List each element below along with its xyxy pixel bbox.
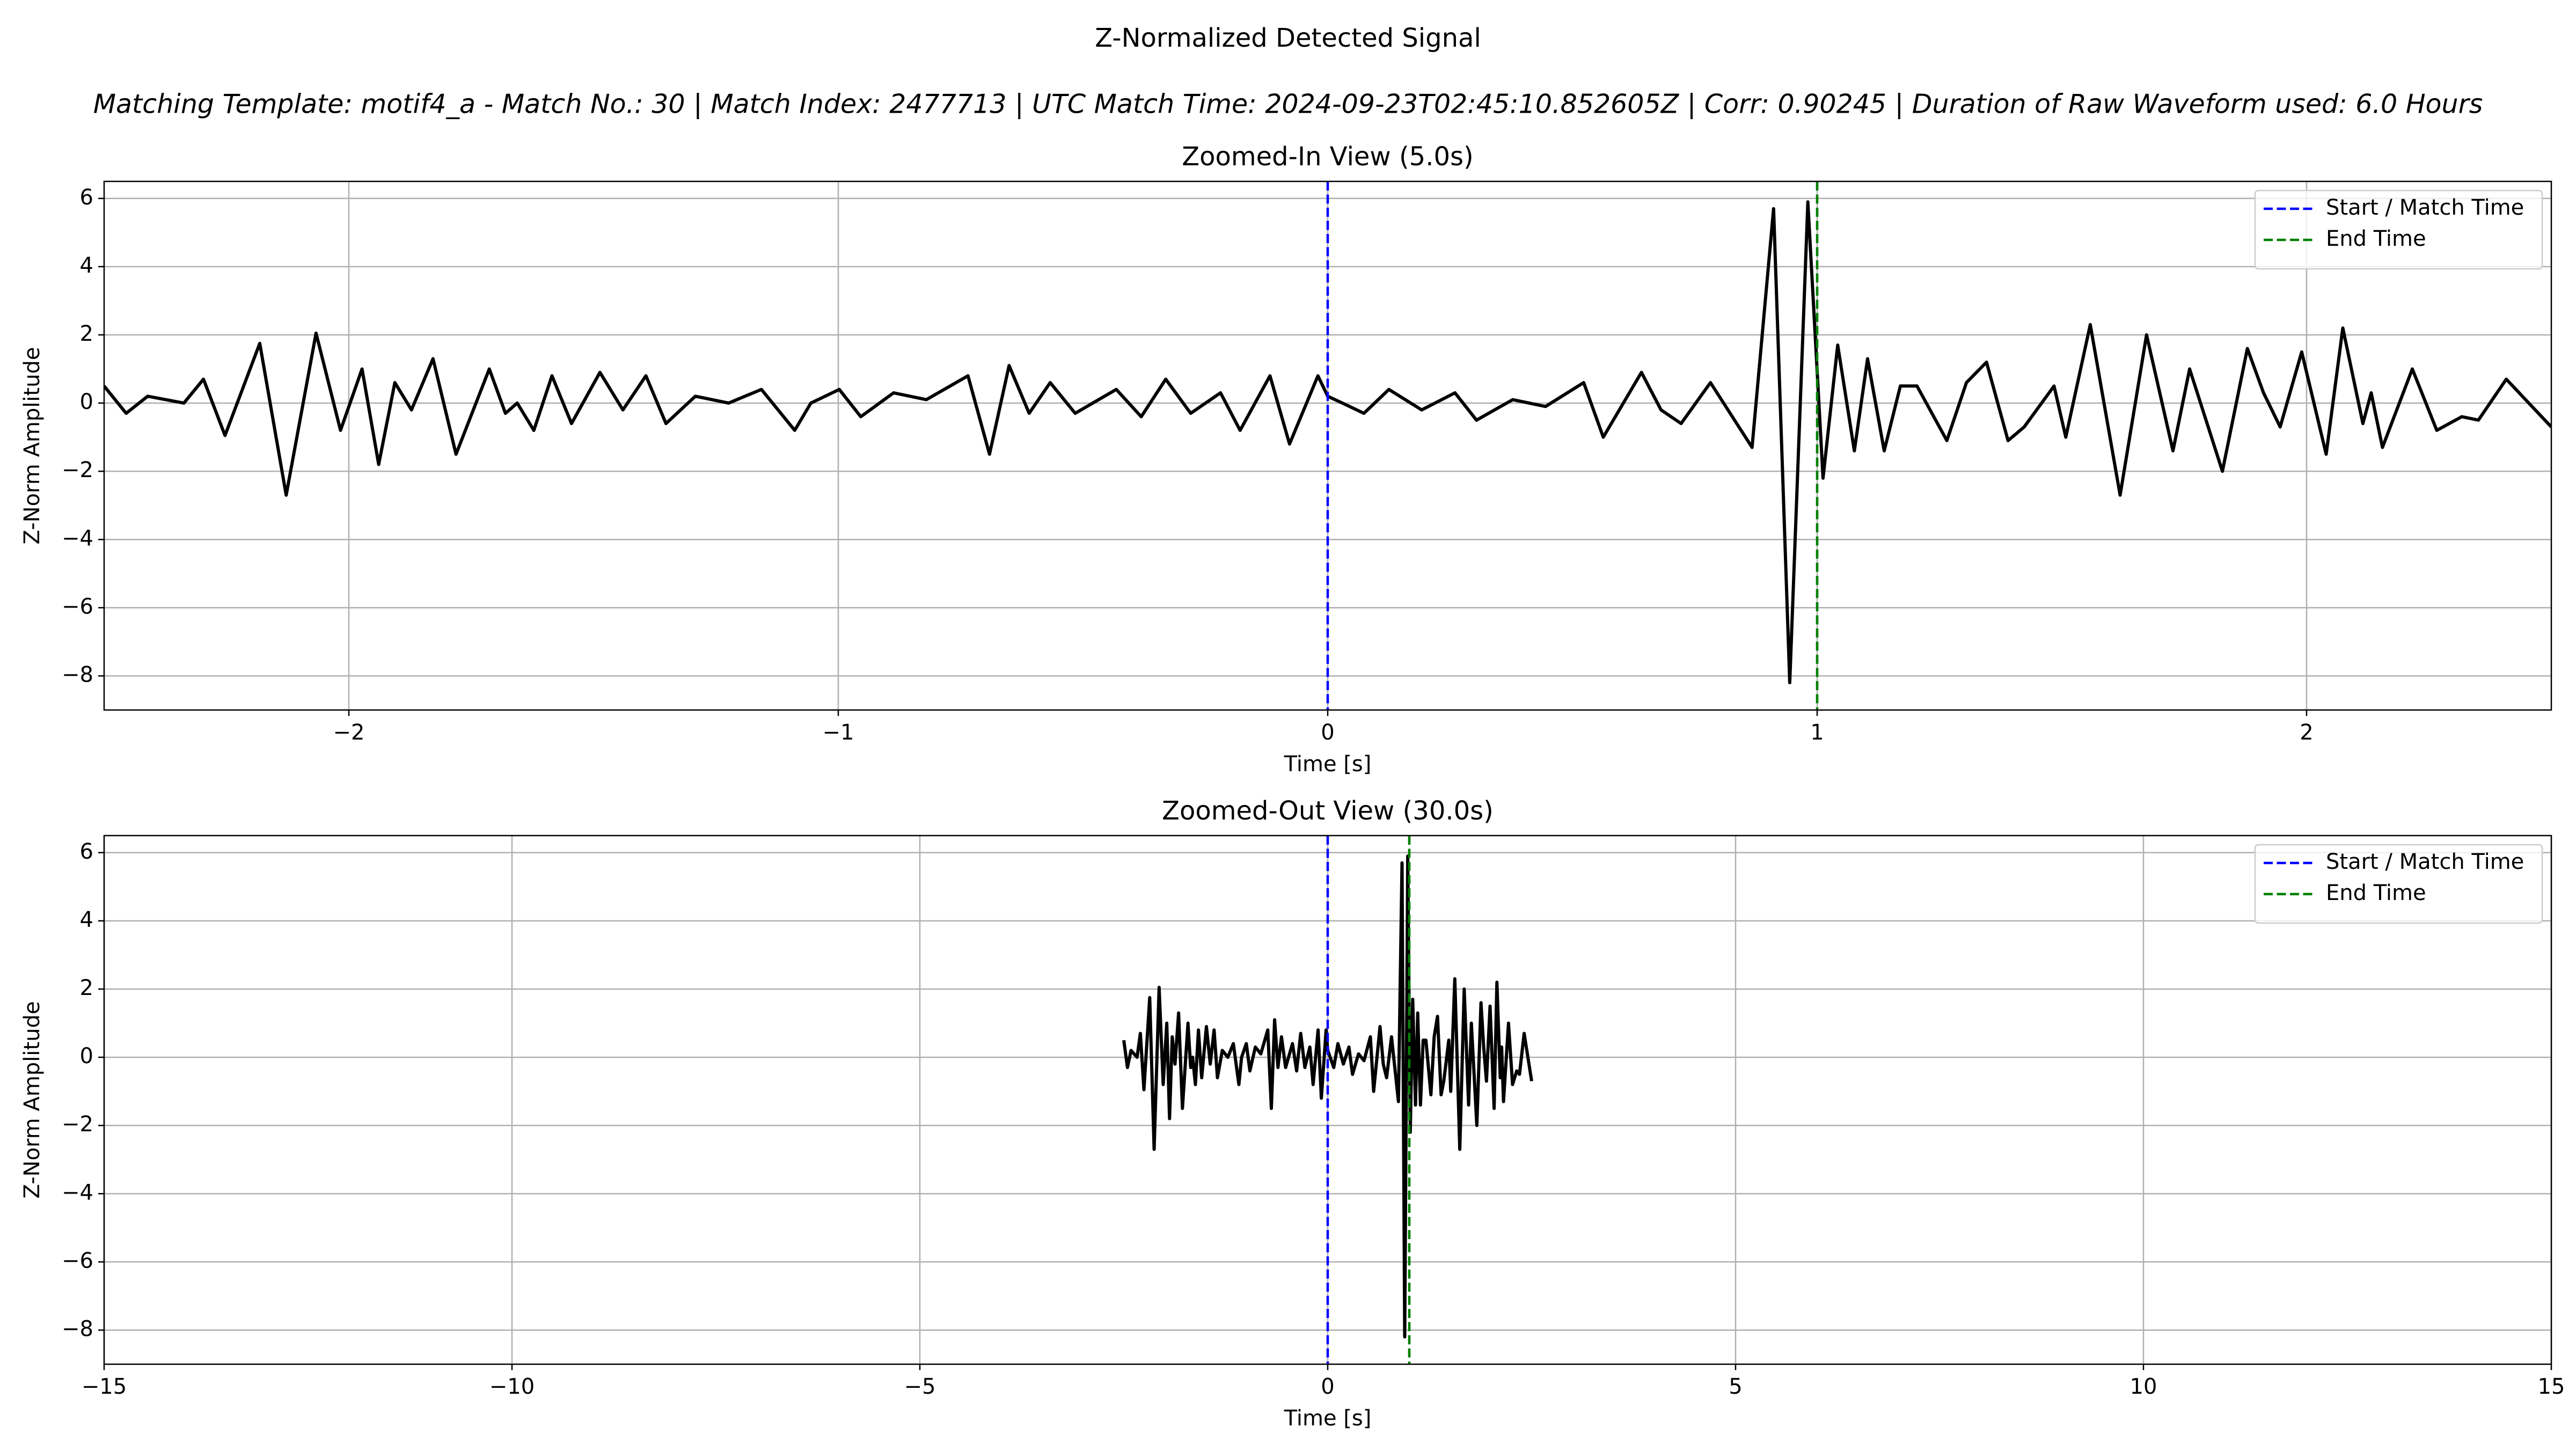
legend-box bbox=[2254, 844, 2543, 924]
x-tick-label: 1 bbox=[1810, 720, 1824, 745]
y-tick-label: −2 bbox=[62, 1112, 93, 1137]
panel-title: Zoomed-In View (5.0s) bbox=[1182, 142, 1474, 172]
figure-title: Z-Normalized Detected Signal bbox=[1095, 23, 1481, 53]
axes-frame bbox=[103, 180, 2552, 711]
x-tick-label: 0 bbox=[1321, 1374, 1334, 1399]
y-axis-label: Z-Norm Amplitude bbox=[20, 347, 45, 545]
plot-area bbox=[104, 181, 2551, 710]
y-tick-label: 4 bbox=[80, 908, 93, 932]
plot-area bbox=[1122, 836, 1533, 1364]
y-tick-label: −2 bbox=[62, 458, 93, 482]
y-tick-label: 2 bbox=[80, 976, 93, 1000]
y-axis-label: Z-Norm Amplitude bbox=[20, 1001, 45, 1199]
legend-label: End Time bbox=[2326, 881, 2426, 905]
legend-box bbox=[2254, 189, 2543, 270]
y-tick-label: 0 bbox=[80, 1044, 93, 1069]
x-axis-label: Time [s] bbox=[1284, 752, 1372, 777]
x-tick-label: 0 bbox=[1321, 720, 1334, 745]
x-tick-label: 10 bbox=[2130, 1374, 2157, 1399]
signal-line bbox=[104, 200, 2551, 685]
legend-label: Start / Match Time bbox=[2326, 850, 2524, 874]
x-tick-label: −10 bbox=[489, 1374, 535, 1399]
figure-subtitle: Matching Template: motif4_a - Match No.:… bbox=[93, 89, 2483, 120]
y-tick-label: −6 bbox=[62, 594, 93, 619]
panel-title: Zoomed-Out View (30.0s) bbox=[1162, 796, 1494, 826]
y-tick-label: −8 bbox=[62, 1316, 93, 1341]
axes-frame bbox=[103, 835, 2552, 1365]
x-tick-label: −5 bbox=[904, 1374, 936, 1399]
y-tick-label: −4 bbox=[62, 526, 93, 551]
x-tick-label: −15 bbox=[82, 1374, 127, 1399]
x-tick-label: 2 bbox=[2300, 720, 2313, 745]
y-tick-label: −6 bbox=[62, 1248, 93, 1273]
signal-line bbox=[1122, 854, 1533, 1339]
legend-label: Start / Match Time bbox=[2326, 195, 2524, 220]
x-tick-label: 15 bbox=[2538, 1374, 2565, 1399]
y-tick-label: −8 bbox=[62, 662, 93, 687]
x-axis-label: Time [s] bbox=[1284, 1406, 1372, 1431]
y-tick-label: 6 bbox=[80, 839, 93, 864]
x-tick-label: −1 bbox=[823, 720, 854, 745]
y-tick-label: 6 bbox=[80, 185, 93, 210]
y-tick-label: 4 bbox=[80, 253, 93, 278]
legend-label: End Time bbox=[2326, 226, 2426, 251]
y-tick-label: 0 bbox=[80, 390, 93, 414]
x-tick-label: −2 bbox=[333, 720, 365, 745]
x-tick-label: 5 bbox=[1729, 1374, 1742, 1399]
y-tick-label: 2 bbox=[80, 321, 93, 346]
y-tick-label: −4 bbox=[62, 1180, 93, 1205]
